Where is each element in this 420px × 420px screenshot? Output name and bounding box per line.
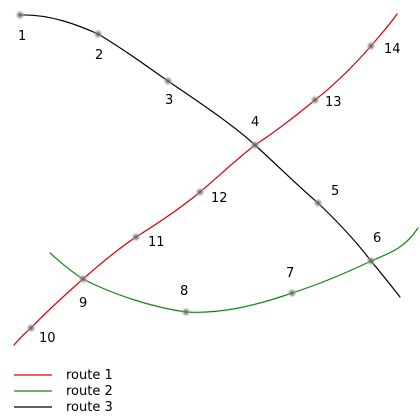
stop-5-label: 5 bbox=[331, 184, 339, 199]
stop-14-marker[interactable] bbox=[366, 41, 376, 51]
stop-9-marker[interactable] bbox=[78, 274, 88, 284]
stop-13-marker[interactable] bbox=[310, 95, 320, 105]
route-3-line bbox=[19, 14, 401, 298]
stop-7-label: 7 bbox=[286, 266, 294, 281]
stop-14-label: 14 bbox=[384, 42, 401, 57]
stop-8-marker[interactable] bbox=[181, 307, 191, 317]
stop-10-label: 10 bbox=[39, 331, 56, 346]
stop-10-marker[interactable] bbox=[26, 323, 36, 333]
stop-4-label: 4 bbox=[251, 115, 259, 130]
route-2-line bbox=[49, 227, 419, 313]
stop-11-label: 11 bbox=[148, 235, 165, 250]
stop-13-label: 13 bbox=[325, 95, 342, 110]
legend-route-2-label: route 2 bbox=[66, 384, 113, 399]
stop-7-marker[interactable] bbox=[287, 288, 297, 298]
route-1-line bbox=[13, 13, 398, 346]
stop-4-marker[interactable] bbox=[250, 140, 260, 150]
stop-labels: 1 2 3 4 5 6 7 8 9 10 11 12 13 14 bbox=[18, 29, 401, 346]
stop-2-label: 2 bbox=[95, 48, 103, 63]
stop-12-marker[interactable] bbox=[195, 187, 205, 197]
stop-2-marker[interactable] bbox=[93, 29, 103, 39]
stop-12-label: 12 bbox=[211, 191, 228, 206]
stop-1-label: 1 bbox=[18, 29, 26, 44]
legend-route-3-label: route 3 bbox=[66, 400, 113, 415]
stop-6-marker[interactable] bbox=[366, 256, 376, 266]
stop-3-label: 3 bbox=[165, 93, 173, 108]
stop-11-marker[interactable] bbox=[131, 232, 141, 242]
legend-route-1-label: route 1 bbox=[66, 368, 113, 383]
stop-markers bbox=[15, 10, 376, 333]
stop-1-marker[interactable] bbox=[15, 10, 25, 20]
stop-6-label: 6 bbox=[373, 231, 381, 246]
stop-3-marker[interactable] bbox=[163, 76, 173, 86]
legend: route 1 route 2 route 3 bbox=[14, 368, 113, 415]
stop-9-label: 9 bbox=[79, 296, 87, 311]
stop-5-marker[interactable] bbox=[313, 198, 323, 208]
stop-8-label: 8 bbox=[180, 284, 188, 299]
